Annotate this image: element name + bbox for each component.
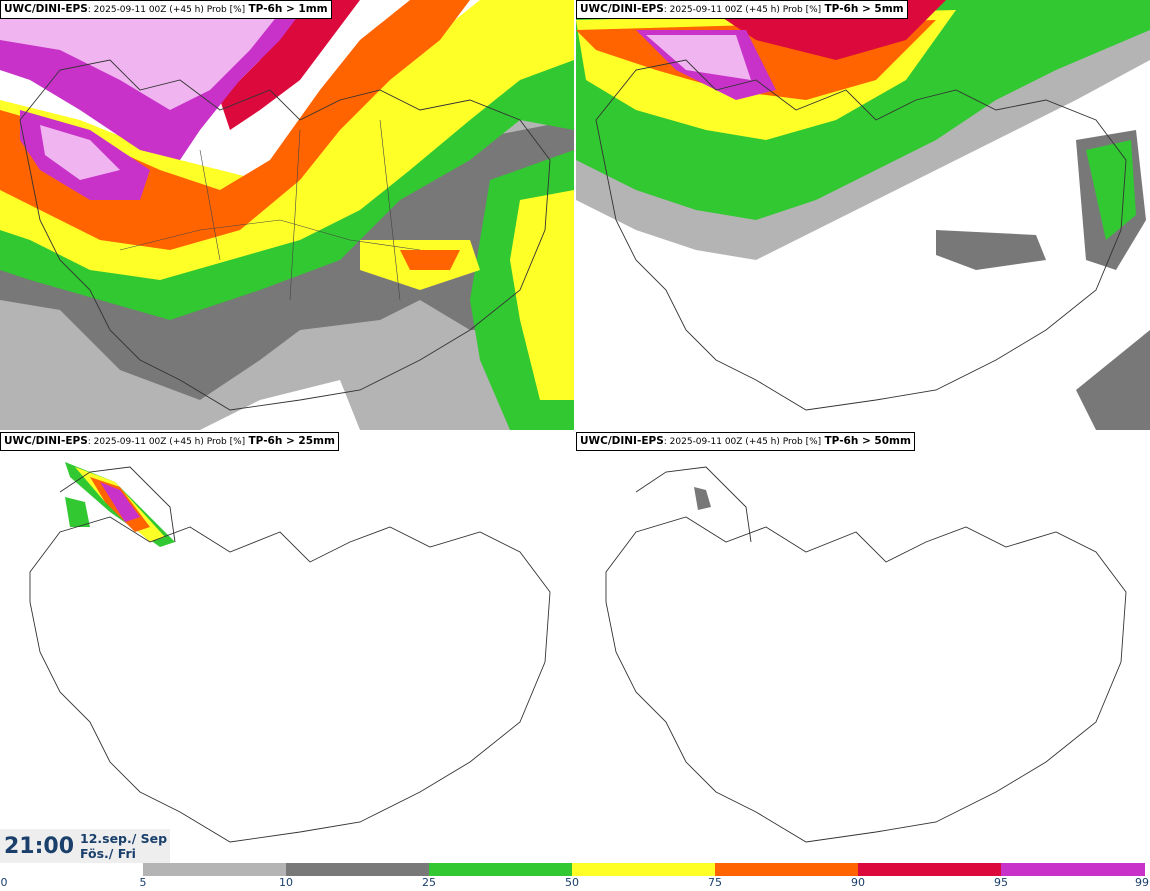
model-name: UWC/DINI-EPS <box>4 3 88 15</box>
map-panel-5mm: UWC/DINI-EPS: 2025-09-11 00Z (+45 h) Pro… <box>576 0 1150 430</box>
run-info: : 2025-09-11 00Z (+45 h) Prob [%] <box>663 437 822 447</box>
run-info: : 2025-09-11 00Z (+45 h) Prob [%] <box>663 5 822 15</box>
panel-title: UWC/DINI-EPS: 2025-09-11 00Z (+45 h) Pro… <box>576 0 908 19</box>
precip-probability-map-5mm <box>576 0 1150 430</box>
colorbar-tick-label: 99 <box>1135 876 1149 889</box>
valid-time-box: 21:00 12.sep./ Sep Fös./ Fri <box>0 829 170 863</box>
panel-title: UWC/DINI-EPS: 2025-09-11 00Z (+45 h) Pro… <box>0 432 339 451</box>
colorbar-tick-label: 0 <box>0 876 8 889</box>
run-info: : 2025-09-11 00Z (+45 h) Prob [%] <box>87 437 246 447</box>
threshold-label: TP-6h > 50mm <box>824 435 911 447</box>
colorbar-tick-label: 25 <box>422 876 436 889</box>
run-info: : 2025-09-11 00Z (+45 h) Prob [%] <box>87 5 246 15</box>
map-panel-1mm: UWC/DINI-EPS: 2025-09-11 00Z (+45 h) Pro… <box>0 0 574 430</box>
probability-colorbar <box>0 863 1150 876</box>
colorbar-ticks: 0 5 10 25 50 75 90 95 99 <box>0 876 1150 891</box>
precip-probability-map-1mm <box>0 0 574 430</box>
map-panel-50mm: UWC/DINI-EPS: 2025-09-11 00Z (+45 h) Pro… <box>576 432 1150 862</box>
precip-probability-map-50mm <box>576 432 1150 862</box>
colorbar-segment <box>572 863 716 876</box>
map-panel-25mm: UWC/DINI-EPS: 2025-09-11 00Z (+45 h) Pro… <box>0 432 574 862</box>
colorbar-tick-label: 5 <box>139 876 147 889</box>
colorbar-segment <box>858 863 1002 876</box>
model-name: UWC/DINI-EPS <box>580 3 664 15</box>
colorbar-tick-label: 50 <box>565 876 579 889</box>
valid-weekday: Fös./ Fri <box>80 846 136 861</box>
panel-title: UWC/DINI-EPS: 2025-09-11 00Z (+45 h) Pro… <box>0 0 332 19</box>
colorbar-segment <box>143 863 287 876</box>
threshold-label: TP-6h > 5mm <box>824 3 904 15</box>
valid-date: 12.sep./ Sep <box>80 831 168 846</box>
model-name: UWC/DINI-EPS <box>4 435 88 447</box>
colorbar-segment <box>1001 863 1145 876</box>
colorbar-tick-label: 90 <box>851 876 865 889</box>
precip-probability-map-25mm <box>0 432 574 862</box>
colorbar-tick-label: 10 <box>279 876 293 889</box>
panel-title: UWC/DINI-EPS: 2025-09-11 00Z (+45 h) Pro… <box>576 432 915 451</box>
colorbar-tick-label: 95 <box>994 876 1008 889</box>
colorbar-segment <box>715 863 859 876</box>
valid-hour: 21:00 <box>4 834 75 859</box>
colorbar-segment <box>0 863 144 876</box>
colorbar-segment <box>286 863 430 876</box>
colorbar-tick-label: 75 <box>708 876 722 889</box>
threshold-label: TP-6h > 1mm <box>248 3 328 15</box>
model-name: UWC/DINI-EPS <box>580 435 664 447</box>
threshold-label: TP-6h > 25mm <box>248 435 335 447</box>
colorbar-segment <box>429 863 573 876</box>
